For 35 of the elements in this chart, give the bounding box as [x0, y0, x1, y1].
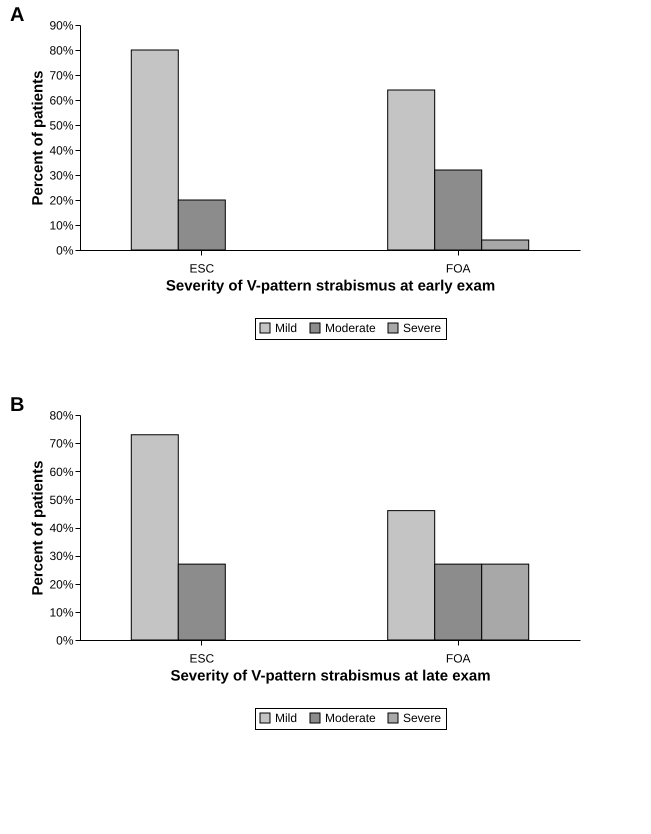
y-tick-label: 90% — [49, 18, 74, 32]
y-tick-label: 30% — [49, 168, 74, 182]
x-axis-title: Severity of V-pattern strabismus at late exam — [170, 668, 491, 684]
y-tick-label: 40% — [49, 144, 74, 158]
legend-label: Moderate — [325, 711, 376, 725]
y-tick-label: 50% — [49, 118, 74, 132]
y-tick-label: 60% — [49, 464, 74, 479]
y-tick-label: 80% — [49, 408, 74, 422]
y-axis-title: Percent of patients — [29, 70, 46, 206]
y-tick-label: 0% — [56, 244, 74, 258]
y-tick-label: 20% — [49, 194, 74, 208]
x-tick-label: FOA — [446, 262, 471, 276]
legend-label: Moderate — [325, 321, 376, 335]
y-tick-label: 50% — [49, 492, 74, 507]
y-tick-label: 70% — [49, 436, 74, 451]
x-tick-label: ESC — [189, 652, 214, 666]
x-tick-label: ESC — [189, 262, 214, 276]
chart-title: A — [10, 4, 24, 26]
x-tick-label: FOA — [446, 652, 471, 666]
y-tick-label: 0% — [56, 634, 74, 648]
y-tick-label: 60% — [49, 94, 74, 108]
y-tick-label: 80% — [49, 44, 74, 58]
legend-label: Severe — [403, 711, 442, 725]
y-tick-label: 30% — [49, 549, 74, 564]
legend-label: Severe — [403, 321, 442, 335]
y-tick-label: 10% — [49, 218, 74, 232]
y-tick-label: 10% — [49, 605, 74, 620]
chart-title: B — [10, 394, 24, 416]
y-tick-label: 40% — [49, 521, 74, 535]
legend-label: Mild — [275, 321, 298, 335]
y-axis-title: Percent of patients — [29, 460, 46, 596]
y-tick-label: 70% — [49, 68, 74, 82]
x-axis-title: Severity of V-pattern strabismus at early exam — [166, 278, 496, 294]
legend-label: Mild — [275, 711, 298, 725]
y-tick-label: 20% — [49, 577, 74, 592]
